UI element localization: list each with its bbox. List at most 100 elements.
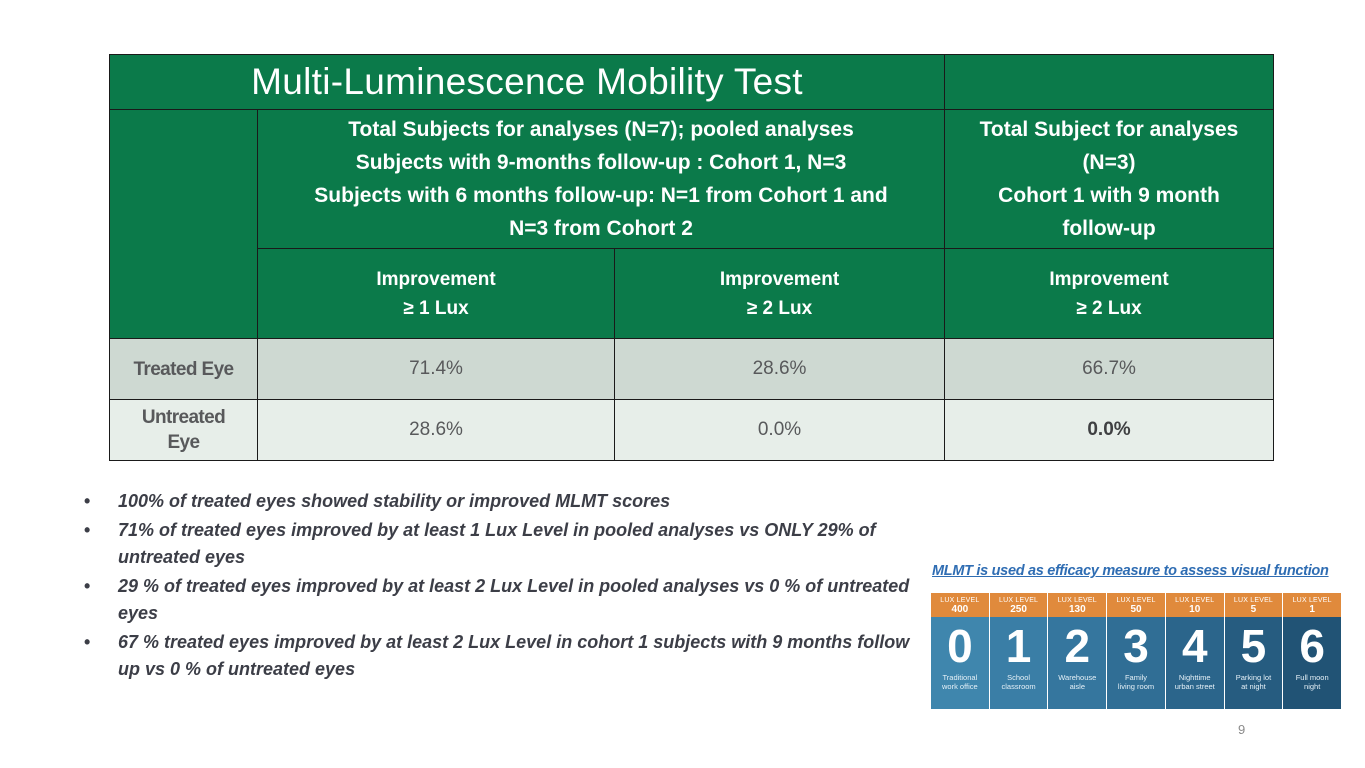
cohort1-header: Total Subject for analyses (N=3) Cohort … — [944, 109, 1274, 249]
column-header-line2: ≥ 2 Lux — [746, 297, 813, 319]
lux-level-body: 4 Nighttime urban street — [1165, 617, 1224, 709]
lux-level-description: Nighttime — [1178, 673, 1211, 682]
pooled-analyses-header: Total Subjects for analyses (N=7); poole… — [257, 109, 945, 249]
lux-value: 250 — [1010, 604, 1027, 615]
lux-value: 400 — [951, 604, 969, 615]
bullet-text: 71% of treated eyes improved by at least… — [118, 520, 876, 567]
lux-level-body: 2 Warehouse aisle — [1048, 617, 1107, 709]
lux-level-label: LUX LEVEL — [1233, 597, 1274, 604]
bullet-text: 29 % of treated eyes improved by at leas… — [118, 576, 910, 623]
lux-level-description: living room — [1117, 682, 1155, 691]
lux-level-digit: 0 — [947, 620, 973, 672]
cohort-header-line: Total Subject for analyses — [979, 118, 1239, 141]
table-row-untreated-eye: Untreated Eye 28.6% 0.0% 0.0% — [109, 399, 1274, 461]
lux-level-3: LUX LEVEL 50 3 Family living room — [1107, 593, 1165, 709]
row-label-untreated-eye: Untreated Eye — [109, 399, 258, 461]
table-cell: 0.0% — [944, 399, 1274, 461]
lux-value: 5 — [1250, 604, 1257, 615]
column-header-line1: Improvement — [376, 268, 496, 290]
lux-level-body: 0 Traditional work office — [931, 617, 989, 709]
table-title: Multi-Luminescence Mobility Test — [109, 54, 945, 110]
lux-level-digit: 2 — [1064, 620, 1091, 672]
cohort-header-line: Cohort 1 with 9 month — [998, 184, 1220, 207]
lux-level-description: at night — [1241, 682, 1266, 691]
list-item: • 100% of treated eyes showed stability o… — [84, 488, 929, 515]
bullet-icon: • — [84, 491, 91, 511]
title-blank-cell — [944, 54, 1274, 110]
lux-level-digit: 4 — [1181, 620, 1208, 672]
lux-level-body: 6 Full moon night — [1283, 617, 1342, 709]
lux-level-header: LUX LEVEL 5 — [1224, 593, 1283, 617]
lux-level-label: LUX LEVEL — [940, 597, 980, 604]
cohort-header-line: follow-up — [1062, 217, 1156, 240]
column-header-improvement-1-lux: Improvement ≥ 1 Lux — [257, 248, 615, 339]
mlmt-caption: MLMT is used as efficacy measure to asse… — [932, 563, 1329, 579]
lux-level-scale: LUX LEVEL 400 0 Traditional work office LUX L… — [931, 593, 1342, 709]
lux-level-description: work office — [942, 682, 978, 691]
lux-level-header: LUX LEVEL 400 — [931, 593, 989, 617]
pooled-header-line: N=3 from Cohort 2 — [509, 217, 693, 240]
pooled-header-line: Subjects with 6 months follow-up: N=1 fr… — [314, 184, 888, 207]
lux-level-1: LUX LEVEL 250 1 School classroom — [989, 593, 1048, 709]
lux-level-digit: 3 — [1123, 620, 1149, 672]
lux-level-description: Warehouse — [1058, 673, 1097, 682]
row-label-header-cell — [109, 109, 258, 339]
findings-bullet-list: • 100% of treated eyes showed stability o… — [84, 488, 929, 685]
bullet-icon: • — [84, 520, 91, 540]
pooled-header-line: Subjects with 9-months follow-up : Cohor… — [355, 151, 847, 174]
lux-level-description: Full moon — [1295, 673, 1329, 682]
lux-level-description: classroom — [1001, 682, 1036, 691]
table-cell: 28.6% — [614, 338, 945, 400]
lux-level-label: LUX LEVEL — [1057, 597, 1097, 604]
lux-level-label: LUX LEVEL — [999, 597, 1039, 604]
lux-level-description: Traditional — [942, 673, 978, 682]
row-label-line: Eye — [167, 432, 200, 453]
mlmt-results-table: Multi-Luminescence Mobility Test Total S… — [109, 54, 1274, 461]
list-item: • 71% of treated eyes improved by at leas… — [84, 517, 929, 571]
bullet-text: 100% of treated eyes showed stability or… — [118, 491, 671, 511]
lux-value: 50 — [1130, 604, 1142, 615]
lux-level-body: 3 Family living room — [1107, 617, 1165, 709]
table-cell: 0.0% — [614, 399, 945, 461]
lux-value: 10 — [1189, 604, 1201, 615]
cohort-header-line: (N=3) — [1082, 151, 1136, 174]
row-label-line: Untreated — [141, 407, 226, 428]
lux-value: 130 — [1068, 604, 1086, 615]
table-cell: 28.6% — [257, 399, 615, 461]
lux-level-header: LUX LEVEL 1 — [1283, 593, 1342, 617]
column-header-improvement-2-lux-cohort1: Improvement ≥ 2 Lux — [944, 248, 1274, 339]
lux-level-description: School — [1007, 673, 1031, 682]
column-header-improvement-2-lux-pooled: Improvement ≥ 2 Lux — [614, 248, 945, 339]
lux-level-description: urban street — [1174, 682, 1215, 691]
page-number: 9 — [1238, 722, 1246, 737]
lux-level-description: Parking lot — [1235, 673, 1272, 682]
lux-level-digit: 6 — [1299, 620, 1325, 672]
lux-level-body: 1 School classroom — [989, 617, 1048, 709]
lux-level-2: LUX LEVEL 130 2 Warehouse aisle — [1048, 593, 1107, 709]
column-header-line1: Improvement — [1049, 268, 1169, 290]
table-cell: 66.7% — [944, 338, 1274, 400]
column-header-line2: ≥ 1 Lux — [403, 297, 469, 319]
lux-level-5: LUX LEVEL 5 5 Parking lot at night — [1224, 593, 1283, 709]
table-row-treated-eye: Treated Eye 71.4% 28.6% 66.7% — [109, 338, 1274, 400]
lux-level-digit: 5 — [1240, 620, 1267, 672]
bullet-icon: • — [84, 576, 91, 596]
bullet-icon: • — [84, 632, 91, 652]
lux-level-label: LUX LEVEL — [1292, 597, 1332, 604]
lux-level-0: LUX LEVEL 400 0 Traditional work office — [931, 593, 989, 709]
lux-level-6: LUX LEVEL 1 6 Full moon night — [1283, 593, 1342, 709]
bullet-text: 67 % treated eyes improved by at least 2… — [118, 632, 910, 679]
lux-level-description: Family — [1124, 673, 1148, 682]
lux-level-description: night — [1304, 682, 1321, 691]
lux-level-label: LUX LEVEL — [1116, 597, 1156, 604]
column-header-line1: Improvement — [719, 268, 840, 290]
column-header-line2: ≥ 2 Lux — [1076, 297, 1142, 319]
row-label-treated-eye: Treated Eye — [109, 338, 258, 400]
lux-level-header: LUX LEVEL 250 — [989, 593, 1048, 617]
lux-level-label: LUX LEVEL — [1175, 597, 1215, 604]
lux-level-4: LUX LEVEL 10 4 Nighttime urban street — [1165, 593, 1224, 709]
lux-level-header: LUX LEVEL 130 — [1048, 593, 1107, 617]
lux-level-description: aisle — [1069, 682, 1086, 691]
lux-level-body: 5 Parking lot at night — [1224, 617, 1283, 709]
lux-level-header: LUX LEVEL 50 — [1107, 593, 1165, 617]
